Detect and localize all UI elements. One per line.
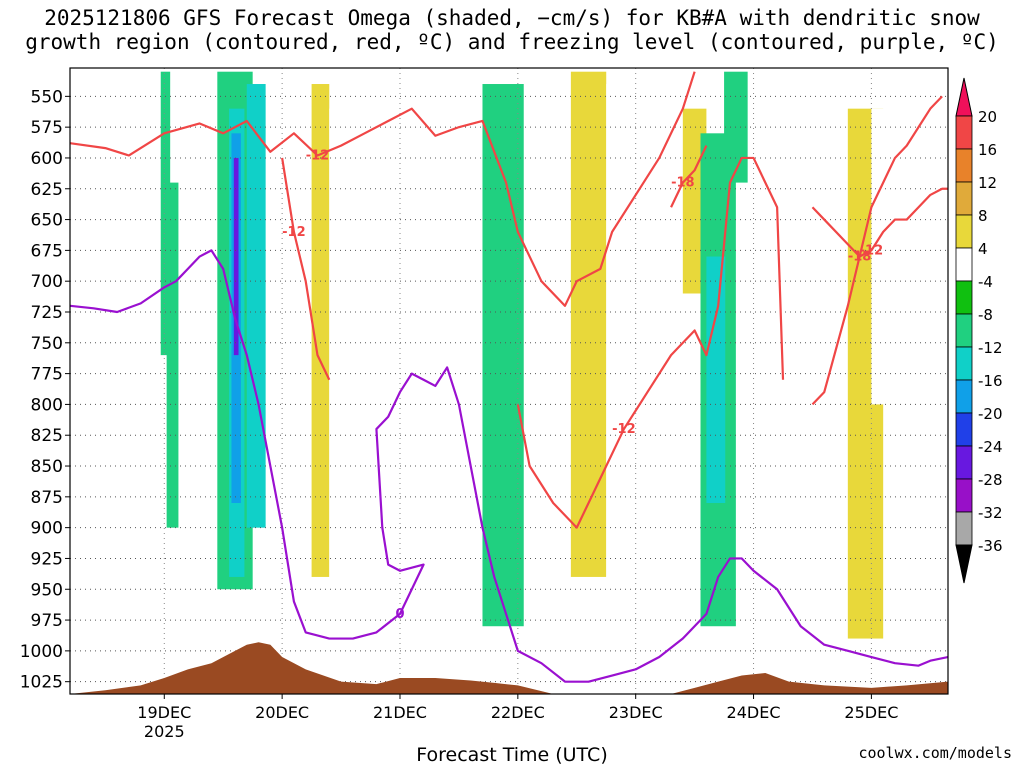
colorbar-label: -12 [978, 339, 1003, 357]
contour-label: -12 [306, 148, 330, 163]
x-axis-title: Forecast Time (UTC) [416, 744, 608, 766]
colorbar-bottom-arrow [955, 544, 973, 584]
colorbar-label: -24 [978, 438, 1003, 456]
colorbar-swatch [955, 214, 973, 249]
colorbar-label: -8 [978, 306, 993, 324]
dendritic-contour [670, 145, 708, 208]
y-tick-label: 900 [31, 519, 63, 539]
colorbar-label: 20 [978, 108, 997, 126]
y-tick-label: 950 [31, 580, 63, 600]
x-tick-label: 19DEC [137, 703, 191, 722]
y-tick-label: 750 [31, 334, 63, 354]
omega-band [246, 84, 266, 528]
y-tick-label: 825 [31, 426, 63, 446]
omega-band [706, 256, 726, 503]
x-tick-label: 21DEC [373, 703, 427, 722]
colorbar-swatch [955, 313, 973, 348]
colorbar-swatch [955, 247, 973, 282]
x-tick-label: 24DEC [727, 703, 781, 722]
colorbar-label: -28 [978, 471, 1003, 489]
omega-band [482, 84, 524, 627]
colorbar-label: -20 [978, 405, 1003, 423]
omega-band [570, 71, 607, 577]
colorbar-label: 8 [978, 207, 988, 225]
contour-label: -12 [282, 225, 306, 240]
y-tick-label: 700 [31, 272, 63, 292]
y-tick-label: 725 [31, 303, 63, 323]
x-tick-label: 22DEC [491, 703, 545, 722]
colorbar-label: -4 [978, 273, 993, 291]
credit-link[interactable]: coolwx.com/models [858, 744, 1012, 762]
colorbar-swatch [955, 148, 973, 183]
omega-band [329, 108, 353, 590]
dendritic-contour [811, 95, 943, 406]
title-line-2: growth region (contoured, red, ºC) and f… [25, 30, 999, 54]
dendritic-contour [70, 71, 696, 307]
colorbar-label: -16 [978, 372, 1003, 390]
x-tick-label: 25DEC [844, 703, 898, 722]
omega-band [871, 108, 895, 405]
contour-label: -18 [671, 176, 695, 191]
y-tick-label: 775 [31, 365, 63, 385]
colorbar-swatch [955, 280, 973, 315]
y-tick-label: 650 [31, 211, 63, 231]
colorbar-swatch [955, 115, 973, 150]
y-tick-label: 600 [31, 149, 63, 169]
y-tick-label: 925 [31, 549, 63, 569]
omega-band [166, 182, 179, 528]
x-tick-label: 23DEC [609, 703, 663, 722]
freezing-level-contour [70, 249, 948, 683]
y-tick-label: 575 [31, 118, 63, 138]
colorbar-top-arrow [955, 77, 973, 117]
colorbar-label: 12 [978, 174, 997, 192]
colorbar-swatch [955, 478, 973, 513]
colorbar-label: -36 [978, 537, 1003, 555]
omega-band [311, 84, 330, 577]
y-tick-label: 800 [31, 395, 63, 415]
omega-band [812, 108, 842, 590]
y-tick-label: 850 [31, 457, 63, 477]
contour-label: -12 [860, 243, 884, 258]
dendritic-contour [811, 187, 948, 258]
terrain-fill [70, 642, 948, 694]
colorbar-swatch [955, 511, 973, 546]
y-tick-label: 1000 [20, 642, 63, 662]
plot-frame [69, 67, 949, 695]
colorbar-swatch [955, 346, 973, 381]
colorbar-label: 4 [978, 240, 988, 258]
y-tick-label: 625 [31, 180, 63, 200]
colorbar-swatch [955, 181, 973, 216]
y-tick-label: 975 [31, 611, 63, 631]
y-tick-label: 1025 [20, 673, 63, 693]
title-line-1: 2025121806 GFS Forecast Omega (shaded, −… [44, 6, 980, 30]
omega-band [160, 71, 171, 356]
colorbar-label: 16 [978, 141, 997, 159]
colorbar-label: -32 [978, 504, 1003, 522]
x-year-label: 2025 [144, 722, 185, 741]
dendritic-contour [516, 156, 785, 529]
colorbar-swatch [955, 412, 973, 447]
y-tick-label: 550 [31, 87, 63, 107]
omega-band [233, 157, 239, 356]
dendritic-contour [281, 157, 331, 381]
contour-label: 0 [395, 607, 404, 622]
omega-band [152, 404, 161, 627]
y-tick-label: 875 [31, 488, 63, 508]
colorbar-swatch [955, 379, 973, 414]
contour-label: -12 [612, 422, 636, 437]
colorbar-swatch [955, 445, 973, 480]
x-tick-label: 20DEC [255, 703, 309, 722]
y-tick-label: 675 [31, 241, 63, 261]
chart-title: 2025121806 GFS Forecast Omega (shaded, −… [0, 6, 1024, 54]
